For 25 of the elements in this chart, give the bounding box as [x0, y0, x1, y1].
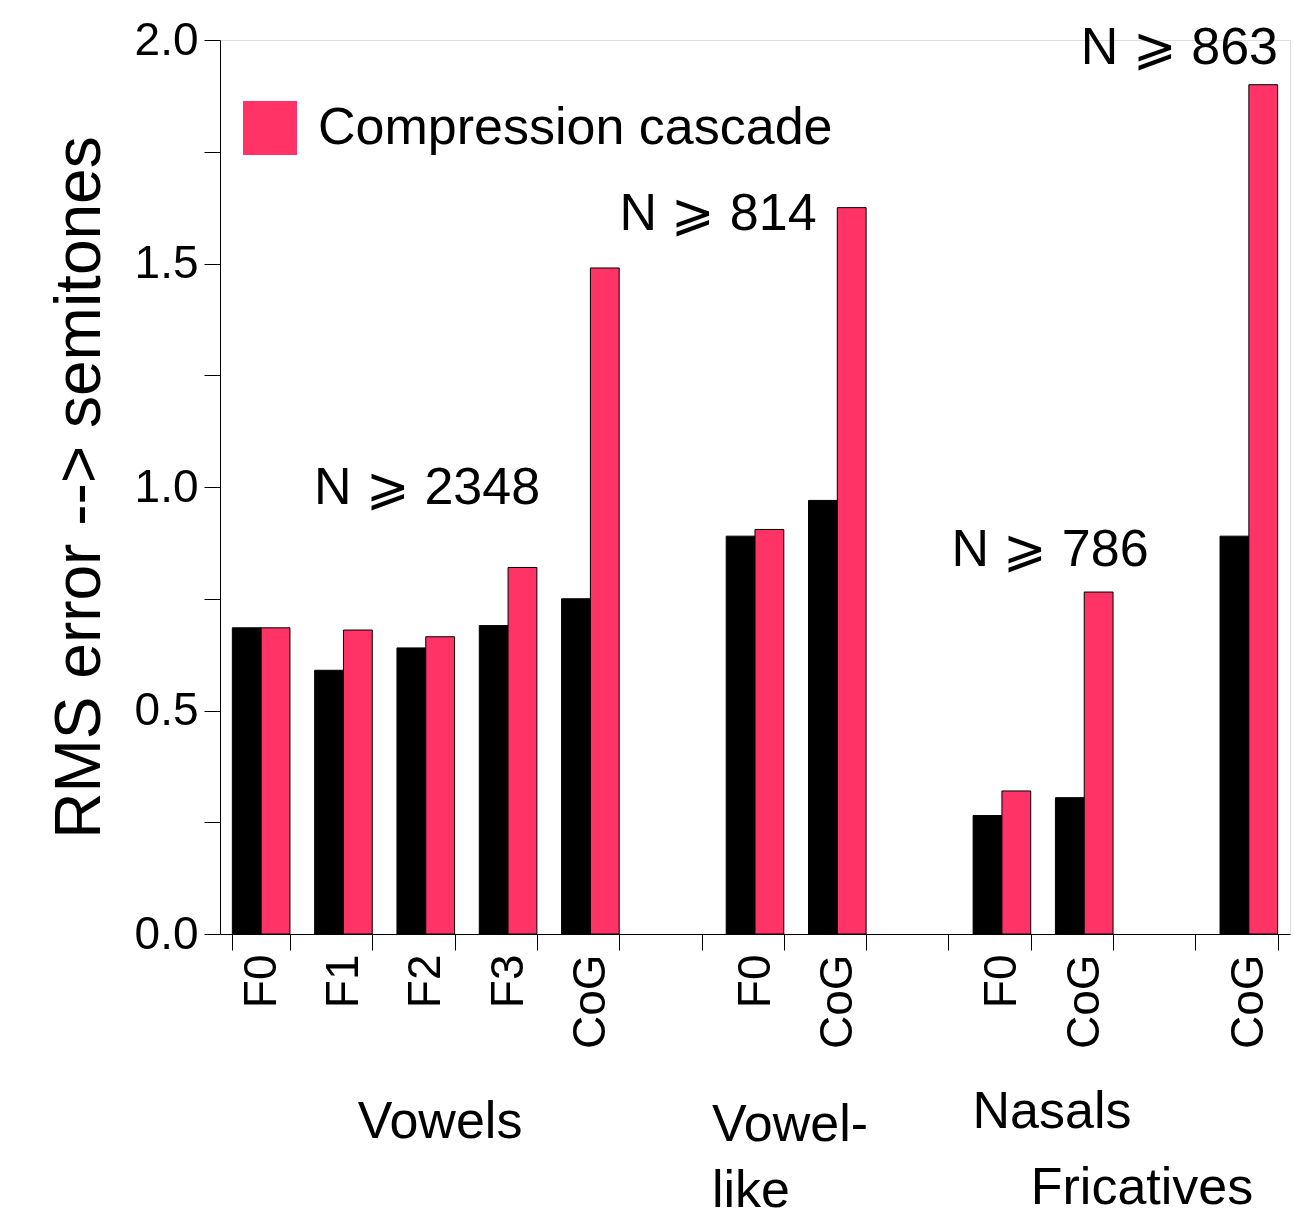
y-tick-label: 0.0: [134, 906, 199, 959]
x-tick-label: F2: [398, 954, 451, 1009]
text: Vowel- like: [712, 1094, 869, 1218]
annotation: N ⩾ 2348: [313, 457, 541, 515]
y-tick-label: 2.0: [134, 12, 199, 65]
x-tick-label: F0: [233, 954, 286, 1009]
text: Fricatives: [1030, 1157, 1254, 1215]
x-tick-label: F3: [480, 954, 533, 1009]
annotation: N ⩾ 863: [1080, 17, 1278, 75]
x-tick-label: CoG: [562, 954, 615, 1050]
y-tick-label: 0.5: [134, 683, 199, 735]
x-tick-label: F1: [315, 954, 368, 1009]
annotation: N ⩾ 786: [951, 519, 1149, 577]
y-tick-label: 1.0: [134, 459, 199, 512]
text: Nasals: [972, 1081, 1132, 1139]
y-axis-title: RMS error --> semitones: [41, 136, 114, 839]
x-tick-label: CoG: [1056, 954, 1109, 1050]
x-tick-label: F0: [727, 954, 780, 1009]
annotation: N ⩾ 814: [619, 183, 817, 241]
legend-label: Compression cascade: [318, 97, 833, 155]
x-tick-label: CoG: [809, 954, 862, 1050]
y-tick-label: 1.5: [134, 236, 199, 288]
text: Vowels: [357, 1091, 523, 1149]
x-tick-label: CoG: [1221, 954, 1274, 1050]
x-tick-label: F0: [974, 954, 1027, 1009]
